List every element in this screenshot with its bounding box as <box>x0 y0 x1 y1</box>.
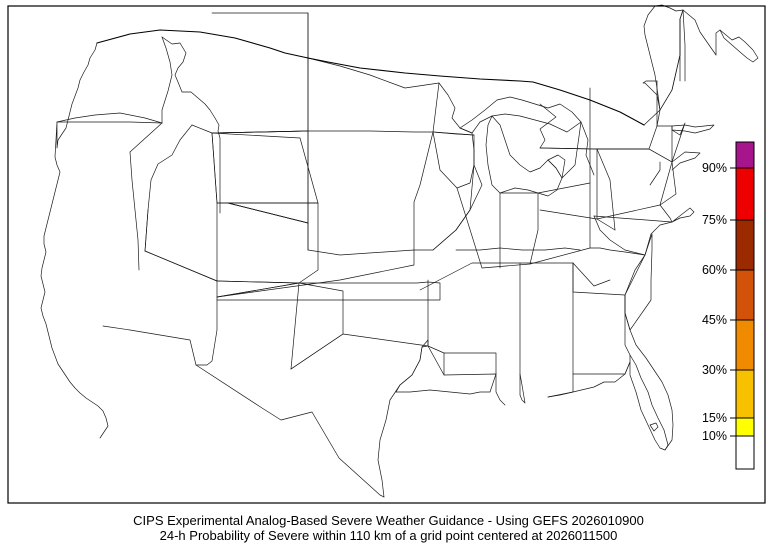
svg-text:45%: 45% <box>702 313 727 327</box>
svg-text:90%: 90% <box>702 161 727 175</box>
svg-text:30%: 30% <box>702 363 727 377</box>
svg-text:75%: 75% <box>702 213 727 227</box>
svg-text:15%: 15% <box>702 411 727 425</box>
svg-text:10%: 10% <box>702 429 727 443</box>
svg-text:60%: 60% <box>702 263 727 277</box>
